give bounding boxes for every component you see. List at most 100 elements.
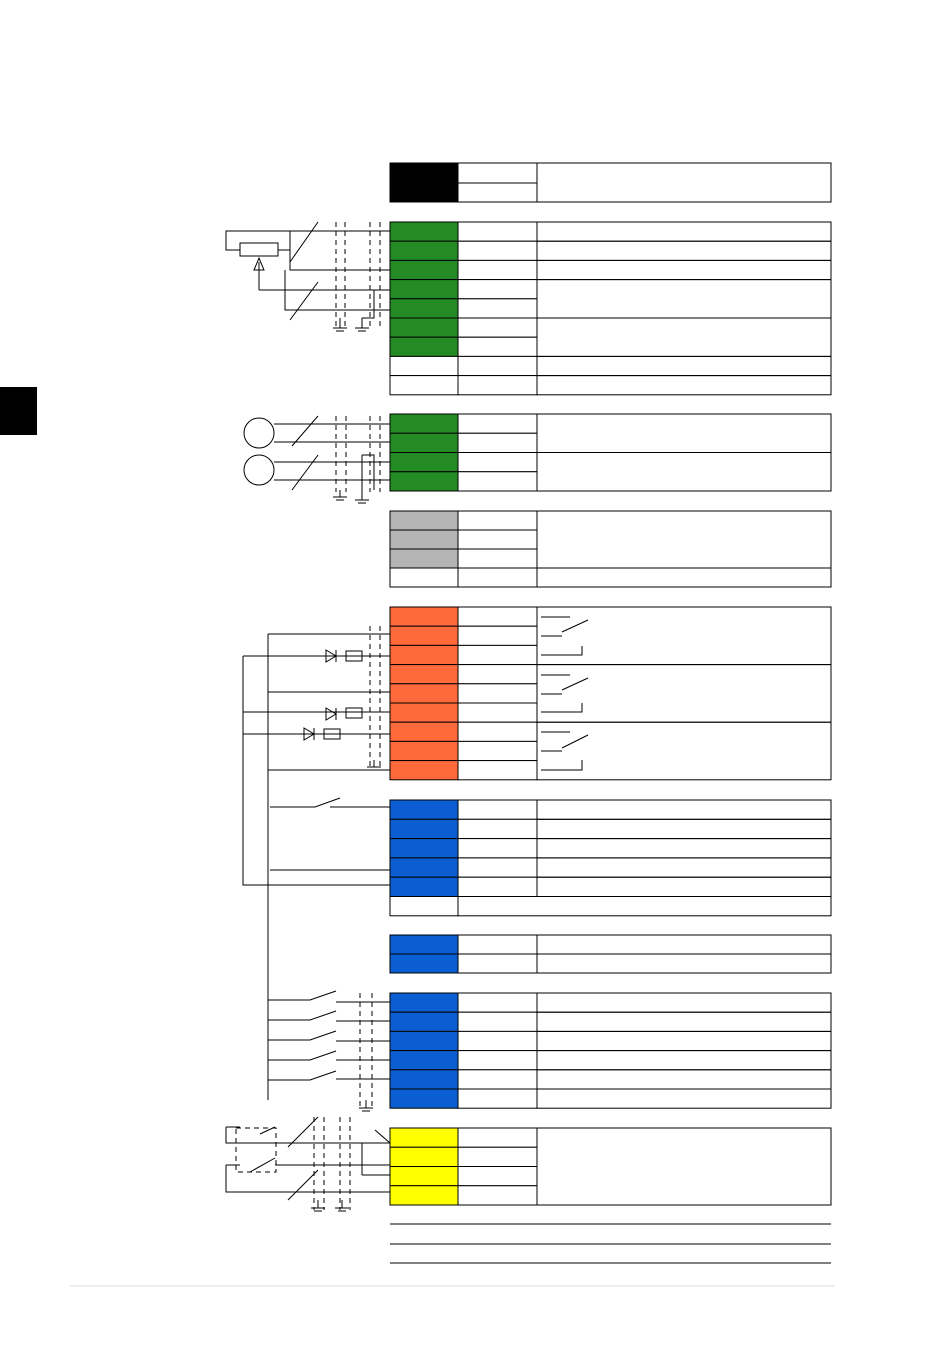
cell [536, 953, 832, 974]
cell [457, 355, 538, 377]
cell [389, 567, 459, 588]
wiring [225, 221, 589, 1212]
cell [457, 1050, 538, 1071]
cell [389, 355, 459, 377]
cell [457, 876, 538, 898]
cell [389, 259, 459, 281]
cell [536, 1069, 832, 1090]
cell [457, 857, 538, 878]
cell [457, 740, 538, 762]
cell [457, 471, 538, 492]
cell [389, 240, 459, 261]
cell [457, 240, 538, 261]
cell [457, 896, 832, 917]
meter [243, 417, 275, 449]
cell [389, 721, 459, 742]
cell [536, 221, 832, 242]
shield [359, 993, 373, 1108]
cell [457, 1146, 538, 1167]
cell [389, 857, 459, 878]
cell [536, 452, 832, 492]
cell [457, 1127, 538, 1148]
cell [457, 721, 538, 742]
cell [536, 567, 832, 588]
cell [457, 1185, 538, 1206]
side-tab [0, 387, 37, 435]
cell [457, 221, 538, 242]
cell [457, 664, 538, 685]
cell [389, 1030, 459, 1052]
cell [457, 432, 538, 453]
cell [389, 336, 459, 357]
cell [536, 1088, 832, 1109]
cell [457, 182, 538, 203]
cell [389, 838, 459, 859]
wire [225, 1116, 391, 1201]
cell [457, 934, 538, 955]
cell [457, 162, 538, 184]
ground [333, 290, 375, 332]
led [303, 649, 363, 741]
cell [389, 896, 459, 917]
cell [536, 162, 832, 203]
cell [389, 664, 459, 685]
cell [536, 934, 832, 955]
cell [536, 721, 832, 781]
cell [536, 857, 832, 878]
cell [457, 548, 538, 569]
cell [389, 432, 459, 453]
cell [457, 1030, 538, 1052]
cell [536, 413, 832, 453]
cell [457, 452, 538, 473]
footer-lines [390, 1223, 831, 1264]
cell [389, 606, 459, 627]
wire [274, 415, 390, 491]
ground [359, 1100, 373, 1112]
cell [457, 529, 538, 550]
cell [389, 934, 459, 955]
cell [389, 548, 459, 569]
cell [389, 740, 459, 762]
cell [389, 317, 459, 338]
cell [536, 240, 832, 261]
shield [335, 222, 381, 330]
cell [457, 317, 538, 338]
cell [389, 1011, 459, 1032]
cell [389, 529, 459, 550]
cell [457, 818, 538, 840]
cell [536, 375, 832, 396]
potentiometer [239, 242, 279, 257]
cell [457, 683, 538, 704]
ground [333, 454, 375, 504]
cell [457, 606, 538, 627]
cell [389, 221, 459, 242]
cell [457, 799, 538, 820]
wire [270, 797, 390, 871]
wire [253, 250, 390, 311]
cell [457, 259, 538, 281]
cell [389, 452, 459, 473]
cell [457, 838, 538, 859]
cell [389, 760, 459, 781]
cell [457, 567, 538, 588]
cell [536, 259, 832, 281]
cell [457, 953, 538, 974]
switch [268, 990, 390, 1081]
wire [242, 633, 390, 1100]
cell [389, 683, 459, 704]
cell [457, 336, 538, 357]
cell [389, 625, 459, 646]
cell [457, 413, 538, 434]
cell [457, 1069, 538, 1090]
shield [335, 416, 381, 492]
cell [389, 799, 459, 820]
shield [289, 221, 319, 321]
cell [389, 702, 459, 723]
cell [389, 1166, 459, 1187]
cell [536, 799, 832, 820]
cell [536, 317, 832, 357]
cell [389, 1146, 459, 1167]
cell [457, 1011, 538, 1032]
